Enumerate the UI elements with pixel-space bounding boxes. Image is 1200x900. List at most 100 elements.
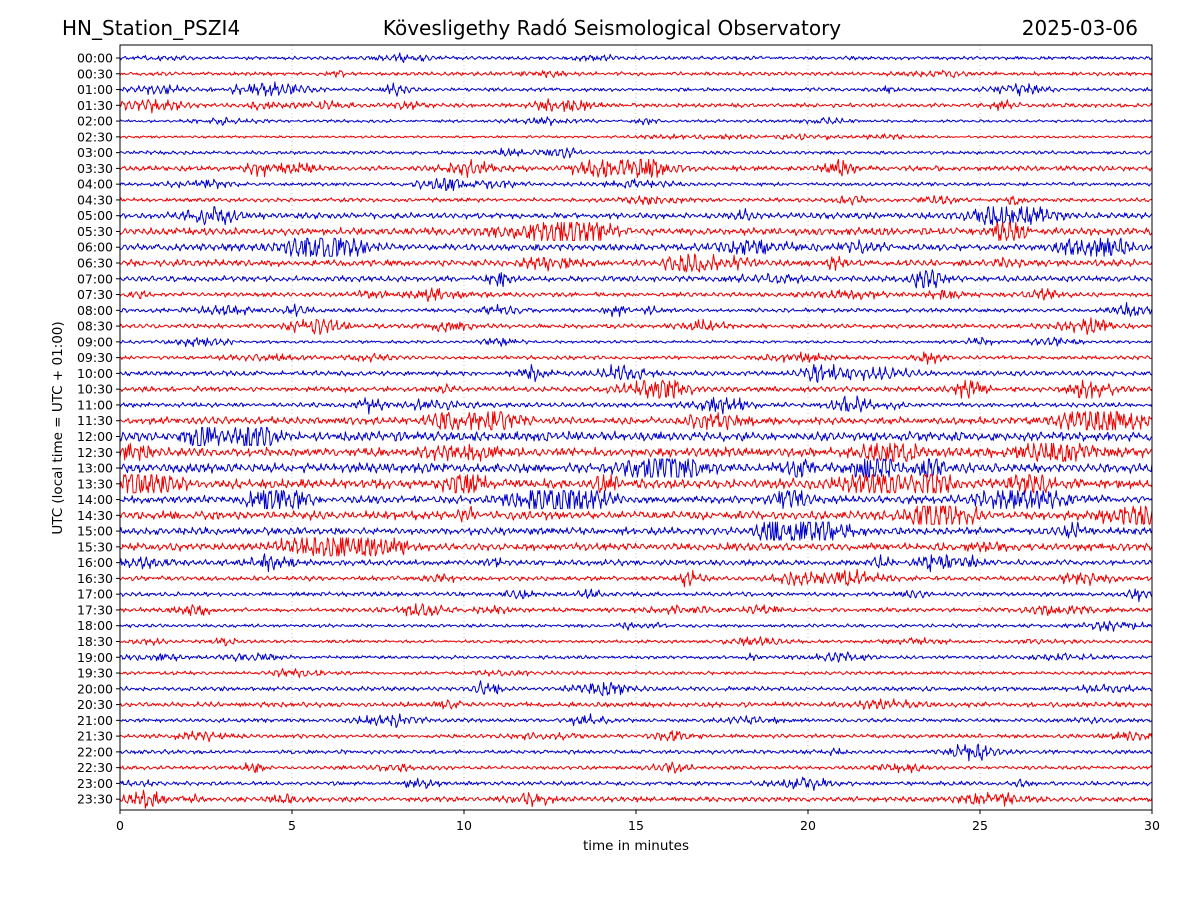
trace-0000 [119, 52, 1153, 63]
y-tick-label: 09:30 [77, 350, 113, 365]
trace-0730 [119, 287, 1153, 302]
trace-2230 [119, 761, 1153, 774]
y-tick-label: 00:30 [77, 66, 113, 81]
y-tick-label: 06:00 [77, 240, 113, 255]
trace-0800 [119, 302, 1153, 318]
trace-0030 [119, 69, 1153, 79]
trace-1230 [119, 442, 1153, 462]
trace-0500 [119, 206, 1153, 226]
trace-1300 [119, 458, 1153, 478]
trace-1330 [119, 474, 1153, 494]
trace-0830 [119, 317, 1153, 335]
x-tick-label: 10 [456, 818, 472, 833]
y-tick-label: 15:30 [77, 539, 113, 554]
trace-2300 [119, 776, 1153, 791]
trace-1700 [119, 588, 1153, 603]
y-tick-label: 03:30 [77, 161, 113, 176]
y-tick-label: 04:00 [77, 177, 113, 192]
trace-0630 [119, 253, 1153, 273]
trace-0700 [119, 269, 1153, 289]
trace-1530 [119, 537, 1153, 557]
y-tick-label: 02:00 [77, 114, 113, 129]
y-tick-label: 14:00 [77, 492, 113, 507]
y-tick-label: 17:00 [77, 587, 113, 602]
trace-1200 [119, 427, 1153, 446]
trace-2100 [119, 713, 1153, 728]
y-tick-label: 21:00 [77, 713, 113, 728]
trace-0900 [119, 336, 1153, 348]
y-tick-label: 07:30 [77, 287, 113, 302]
trace-0330 [119, 158, 1153, 178]
trace-2130 [119, 730, 1153, 743]
trace-1500 [119, 521, 1153, 541]
trace-2200 [119, 743, 1153, 762]
y-tick-label: 07:00 [77, 271, 113, 286]
trace-2330 [119, 789, 1153, 809]
x-tick-label: 30 [1144, 818, 1160, 833]
y-tick-label: 22:00 [77, 744, 113, 759]
x-axis-ticks: 0 5 10 15 20 25 30 [116, 810, 1160, 833]
trace-1400 [119, 490, 1153, 510]
y-tick-label: 02:30 [77, 129, 113, 144]
trace-1100 [119, 395, 1153, 415]
y-tick-label: 05:30 [77, 224, 113, 239]
x-tick-label: 15 [628, 818, 644, 833]
y-tick-label: 19:30 [77, 666, 113, 681]
y-tick-label: 23:00 [77, 776, 113, 791]
trace-series [119, 52, 1153, 809]
y-tick-label: 10:30 [77, 382, 113, 397]
y-tick-label: 05:00 [77, 208, 113, 223]
y-tick-label: 12:30 [77, 445, 113, 460]
y-tick-label: 08:00 [77, 303, 113, 318]
y-tick-label: 19:00 [77, 650, 113, 665]
y-tick-label: 21:30 [77, 729, 113, 744]
y-tick-label: 23:30 [77, 792, 113, 807]
y-tick-label: 10:00 [77, 366, 113, 381]
trace-0600 [119, 237, 1153, 257]
trace-1600 [119, 553, 1153, 573]
y-tick-label: 08:30 [77, 319, 113, 334]
y-tick-label: 11:00 [77, 397, 113, 412]
y-tick-label: 16:30 [77, 571, 113, 586]
observatory-title: Kövesligethy Radó Seismological Observat… [383, 16, 841, 40]
trace-0130 [119, 98, 1153, 114]
y-tick-label: 17:30 [77, 602, 113, 617]
y-tick-label: 18:30 [77, 634, 113, 649]
y-tick-label: 04:30 [77, 192, 113, 207]
trace-0930 [119, 351, 1153, 365]
trace-1030 [120, 379, 1153, 399]
trace-0100 [119, 81, 1153, 97]
y-tick-label: 03:00 [77, 145, 113, 160]
trace-1800 [119, 620, 1153, 632]
y-axis-label: UTC (local time = UTC + 01:00) [50, 321, 66, 534]
x-tick-label: 25 [972, 818, 988, 833]
y-tick-label: 13:30 [77, 476, 113, 491]
trace-2030 [119, 698, 1153, 710]
y-tick-label: 13:00 [77, 461, 113, 476]
x-tick-label: 0 [116, 818, 124, 833]
trace-0530 [119, 222, 1153, 241]
y-tick-label: 15:00 [77, 524, 113, 539]
trace-1930 [119, 668, 1153, 678]
trace-0430 [119, 195, 1153, 206]
x-tick-label: 5 [288, 818, 296, 833]
y-tick-label: 14:30 [77, 508, 113, 523]
y-tick-label: 11:30 [77, 413, 113, 428]
x-axis-label: time in minutes [583, 838, 689, 854]
x-tick-label: 20 [800, 818, 816, 833]
trace-1130 [119, 411, 1153, 431]
trace-1900 [119, 651, 1153, 663]
y-tick-label: 16:00 [77, 555, 113, 570]
y-axis-ticks: 00:0000:3001:0001:3002:0002:3003:0003:30… [77, 51, 120, 807]
y-tick-label: 09:00 [77, 334, 113, 349]
trace-1000 [119, 363, 1153, 383]
trace-2000 [119, 680, 1153, 697]
y-tick-label: 00:00 [77, 51, 113, 66]
y-tick-label: 22:30 [77, 760, 113, 775]
trace-1730 [119, 603, 1153, 617]
trace-0400 [119, 177, 1153, 192]
y-tick-label: 01:30 [77, 98, 113, 113]
trace-1830 [119, 636, 1153, 647]
trace-0200 [119, 116, 1153, 127]
